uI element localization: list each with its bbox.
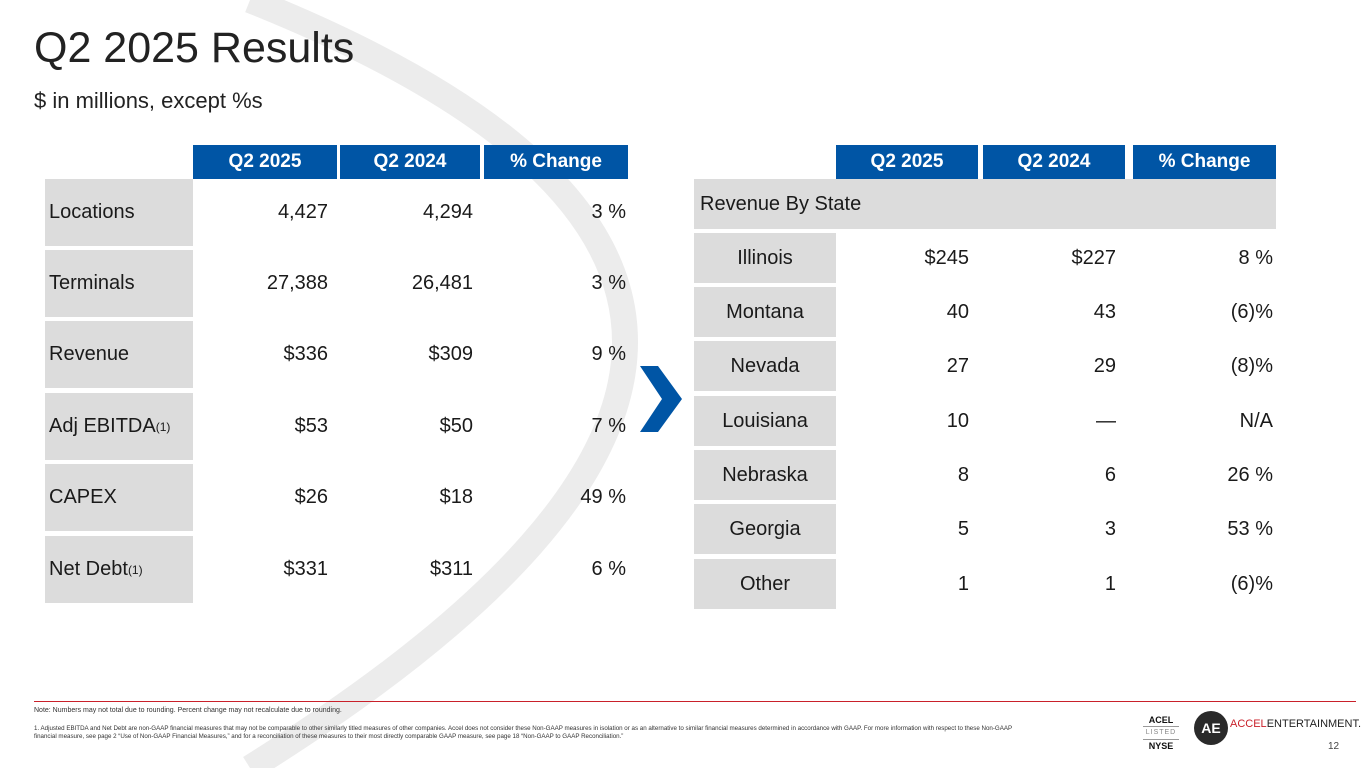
right-section-label: Revenue By State	[694, 179, 1276, 229]
row-label-text: CAPEX	[49, 486, 117, 508]
row-label-sup: (1)	[127, 562, 143, 577]
left-row-label: Revenue	[45, 321, 193, 388]
right-cell-change: (8)%	[1230, 354, 1273, 377]
nyse-listed-text: LISTED	[1143, 726, 1179, 740]
left-cell-q2-2024: $50	[439, 415, 473, 437]
right-row-label: Nevada	[694, 341, 836, 391]
left-cell-q2-2024: $309	[428, 343, 474, 365]
right-row-label: Nebraska	[694, 450, 836, 500]
page-subtitle: $ in millions, except %s	[34, 88, 263, 113]
row-label-text: Locations	[49, 201, 135, 223]
right-cell-q2-2024: 1	[1104, 572, 1116, 595]
right-cell-q2-2024: $227	[1071, 246, 1117, 269]
right-cell-change: 53 %	[1227, 517, 1273, 540]
nyse-listed-logo: ACEL LISTED NYSE	[1143, 714, 1179, 754]
right-cell-q2-2025: 8	[957, 463, 969, 486]
left-cell-change: 3 %	[591, 272, 626, 294]
left-cell-change: 3 %	[591, 201, 626, 223]
right-cell-q2-2025: 40	[946, 300, 969, 323]
left-row-label: Locations	[45, 179, 193, 246]
right-cell-change: N/A	[1239, 409, 1273, 432]
right-cell-change: (6)%	[1230, 300, 1273, 323]
left-cell-q2-2025: 4,427	[277, 201, 328, 223]
left-col-header-q2-2024: Q2 2024	[340, 145, 480, 179]
row-label-text: Adj EBITDA	[49, 415, 156, 437]
left-cell-q2-2025: $336	[283, 343, 329, 365]
right-cell-change: (6)%	[1230, 572, 1273, 595]
right-col-header-change: % Change	[1133, 145, 1276, 179]
right-cell-change: 26 %	[1227, 463, 1273, 486]
right-col-header-q2-2025: Q2 2025	[836, 145, 978, 179]
left-cell-q2-2025: $26	[294, 486, 328, 508]
right-cell-q2-2024: 6	[1104, 463, 1116, 486]
right-cell-change: 8 %	[1238, 246, 1273, 269]
footer-note: Note: Numbers may not total due to round…	[34, 707, 342, 714]
left-cell-change: 6 %	[591, 558, 626, 580]
right-row-label: Montana	[694, 287, 836, 337]
left-cell-change: 7 %	[591, 415, 626, 437]
footer-footnote: 1. Adjusted EBITDA and Net Debt are non-…	[34, 725, 1012, 740]
footer-divider	[34, 701, 1356, 702]
left-row-label: Net Debt (1)	[45, 536, 193, 603]
right-row-label: Illinois	[694, 233, 836, 283]
nyse-ticker: ACEL	[1148, 715, 1174, 725]
right-cell-q2-2024: 29	[1093, 354, 1116, 377]
left-cell-q2-2024: $311	[429, 558, 473, 580]
page-number: 12	[1328, 741, 1340, 752]
logo-entertainment: ENTERTAINMENT.	[1266, 718, 1362, 730]
right-cell-q2-2025: 10	[946, 409, 969, 432]
left-cell-q2-2024: 26,481	[411, 272, 473, 294]
right-cell-q2-2025: $245	[924, 246, 970, 269]
row-label-text: Net Debt	[49, 558, 128, 580]
left-cell-q2-2024: $18	[439, 486, 473, 508]
left-cell-q2-2025: $331	[283, 558, 329, 580]
right-cell-q2-2025: 1	[957, 572, 969, 595]
right-cell-q2-2025: 27	[946, 354, 969, 377]
row-label-text: Revenue	[49, 343, 130, 365]
right-cell-q2-2024: —	[1096, 409, 1116, 432]
left-cell-q2-2025: 27,388	[266, 272, 328, 294]
accel-logo-text: ACCELENTERTAINMENT.	[1230, 718, 1361, 730]
row-label-text: Terminals	[49, 272, 135, 294]
right-cell-q2-2024: 3	[1104, 517, 1116, 540]
accel-logo-icon: AE	[1194, 711, 1228, 745]
right-row-label: Other	[694, 559, 836, 609]
left-row-label: CAPEX	[45, 464, 193, 531]
chevron-right-icon	[640, 366, 682, 432]
right-col-header-q2-2024: Q2 2024	[983, 145, 1125, 179]
left-cell-q2-2024: 4,294	[422, 201, 473, 223]
left-cell-change: 9 %	[591, 343, 626, 365]
left-row-label: Adj EBITDA (1)	[45, 393, 193, 460]
left-col-header-change: % Change	[484, 145, 628, 179]
page-title: Q2 2025 Results	[34, 24, 355, 72]
row-label-sup: (1)	[155, 419, 171, 434]
left-cell-change: 49 %	[580, 486, 626, 508]
left-row-label: Terminals	[45, 250, 193, 317]
right-cell-q2-2024: 43	[1093, 300, 1116, 323]
logo-accel: ACCEL	[1230, 718, 1267, 730]
left-col-header-q2-2025: Q2 2025	[193, 145, 337, 179]
left-cell-q2-2025: $53	[294, 415, 328, 437]
right-row-label: Georgia	[694, 504, 836, 554]
right-cell-q2-2025: 5	[957, 517, 969, 540]
nyse-exchange: NYSE	[1148, 741, 1174, 751]
right-row-label: Louisiana	[694, 396, 836, 446]
